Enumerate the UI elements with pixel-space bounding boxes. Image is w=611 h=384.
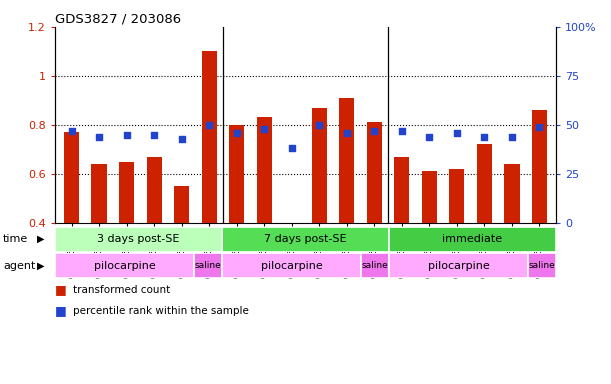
Bar	[55, 253, 194, 278]
Text: ■: ■	[55, 305, 67, 318]
Point	[122, 131, 131, 138]
Point	[507, 134, 517, 140]
Text: pilocarpine: pilocarpine	[428, 261, 489, 271]
Point	[149, 131, 159, 138]
Text: 7 days post-SE: 7 days post-SE	[264, 234, 347, 244]
Bar	[532, 110, 547, 223]
Point	[425, 134, 434, 140]
Text: GDS3827 / 203086: GDS3827 / 203086	[55, 13, 181, 26]
Bar	[367, 122, 382, 223]
Bar	[55, 227, 222, 252]
Bar	[528, 253, 556, 278]
Text: 3 days post-SE: 3 days post-SE	[97, 234, 180, 244]
Text: saline: saline	[195, 262, 221, 270]
Bar	[229, 125, 244, 223]
Bar	[505, 164, 519, 223]
Text: ▶: ▶	[37, 261, 44, 271]
Bar	[449, 169, 464, 223]
Point	[177, 136, 186, 142]
Text: time: time	[3, 234, 28, 244]
Text: agent: agent	[3, 261, 35, 271]
Bar	[119, 162, 134, 223]
Bar	[174, 186, 189, 223]
Bar	[361, 253, 389, 278]
Text: ▶: ▶	[37, 234, 44, 244]
Bar	[194, 253, 222, 278]
Point	[204, 122, 214, 128]
Bar	[312, 108, 327, 223]
Point	[452, 129, 462, 136]
Text: pilocarpine: pilocarpine	[93, 261, 155, 271]
Text: saline: saline	[362, 262, 389, 270]
Bar	[222, 227, 389, 252]
Bar	[202, 51, 217, 223]
Text: saline: saline	[529, 262, 555, 270]
Point	[287, 145, 296, 151]
Bar	[222, 253, 361, 278]
Point	[259, 126, 269, 132]
Bar	[389, 227, 556, 252]
Bar	[64, 132, 79, 223]
Point	[67, 127, 76, 134]
Point	[94, 134, 104, 140]
Text: transformed count: transformed count	[73, 285, 170, 295]
Text: percentile rank within the sample: percentile rank within the sample	[73, 306, 249, 316]
Point	[370, 127, 379, 134]
Text: pilocarpine: pilocarpine	[261, 261, 323, 271]
Point	[480, 134, 489, 140]
Point	[232, 129, 241, 136]
Bar	[147, 157, 162, 223]
Point	[397, 127, 407, 134]
Point	[535, 124, 544, 130]
Point	[315, 122, 324, 128]
Bar	[92, 164, 106, 223]
Text: immediate: immediate	[442, 234, 503, 244]
Bar	[422, 171, 437, 223]
Text: ■: ■	[55, 283, 67, 296]
Bar	[389, 253, 528, 278]
Bar	[394, 157, 409, 223]
Bar	[339, 98, 354, 223]
Bar	[477, 144, 492, 223]
Point	[342, 129, 352, 136]
Bar	[257, 118, 272, 223]
